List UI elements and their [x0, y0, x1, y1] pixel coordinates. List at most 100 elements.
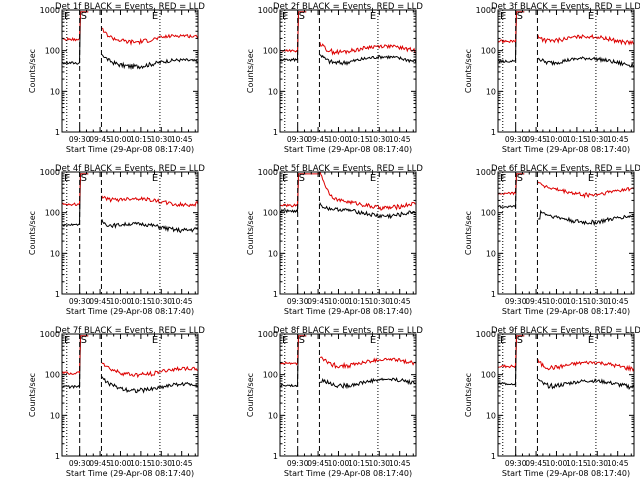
e-marker-label: E [588, 173, 594, 184]
x-tick-label: 09:45 [307, 135, 329, 144]
x-tick-label: 10:45 [389, 297, 411, 306]
y-tick-label: 100 [263, 47, 278, 56]
y-axis-label: Counts/sec [28, 49, 37, 93]
x-tick-label: 10:15 [566, 459, 588, 468]
s-marker-label: S [517, 173, 523, 184]
series-line-lld [280, 335, 416, 370]
x-axis-label: Start Time (29-Apr-08 08:17:40) [284, 307, 412, 316]
y-tick-label: 1 [55, 128, 60, 137]
x-tick-label: 09:30 [287, 459, 309, 468]
x-axis-label: Start Time (29-Apr-08 08:17:40) [66, 469, 194, 478]
x-tick-label: 10:30 [368, 297, 390, 306]
series-line-lld [498, 11, 634, 46]
y-axis-label: Counts/sec [246, 49, 255, 93]
plot-frame [61, 9, 199, 133]
y-tick-label: 1 [273, 452, 278, 461]
y-tick-label: 100 [263, 371, 278, 380]
s-marker-label: S [81, 173, 87, 184]
y-tick-label: 100 [481, 47, 496, 56]
e-marker-label: E [282, 11, 288, 22]
x-tick-label: 10:45 [171, 135, 193, 144]
x-tick-label: 10:30 [150, 297, 172, 306]
x-tick-label: 10:45 [171, 459, 193, 468]
s-marker-label: S [299, 11, 305, 22]
plot-frame [61, 171, 199, 295]
plot-area [280, 172, 416, 220]
s-marker-label: S [299, 335, 305, 346]
series-line-lld [62, 335, 198, 379]
y-tick-label: 100 [263, 209, 278, 218]
x-tick-label: 09:30 [69, 135, 91, 144]
y-tick-label: 10 [486, 87, 496, 96]
e-marker-label: E [152, 173, 158, 184]
x-axis-label: Start Time (29-Apr-08 08:17:40) [66, 307, 194, 316]
e-marker-label: E [152, 11, 158, 22]
y-tick-label: 1000 [40, 6, 60, 15]
x-tick-label: 10:30 [150, 459, 172, 468]
y-tick-label: 1 [491, 290, 496, 299]
e-marker-label: E [500, 11, 506, 22]
y-axis-label: Counts/sec [464, 49, 473, 93]
e-marker-label: E [282, 335, 288, 346]
x-tick-label: 09:30 [505, 135, 527, 144]
x-tick-label: 09:45 [89, 459, 111, 468]
plot-frame [279, 333, 417, 457]
y-tick-label: 1000 [40, 168, 60, 177]
y-tick-label: 100 [481, 371, 496, 380]
y-tick-label: 10 [50, 87, 60, 96]
y-axis-label: Counts/sec [28, 211, 37, 255]
y-tick-label: 1000 [476, 168, 496, 177]
e-marker-label: E [152, 335, 158, 346]
y-tick-label: 1000 [476, 6, 496, 15]
y-tick-label: 1000 [258, 6, 278, 15]
s-marker-label: S [299, 173, 305, 184]
x-tick-label: 10:00 [546, 459, 568, 468]
y-tick-label: 1000 [258, 330, 278, 339]
x-tick-label: 09:45 [525, 459, 547, 468]
x-tick-label: 10:15 [130, 297, 152, 306]
x-tick-label: 09:30 [69, 459, 91, 468]
y-tick-label: 1000 [258, 168, 278, 177]
x-tick-label: 09:45 [525, 135, 547, 144]
x-tick-label: 09:45 [89, 135, 111, 144]
x-tick-label: 09:30 [505, 459, 527, 468]
x-tick-label: 10:30 [368, 135, 390, 144]
y-tick-label: 1 [55, 290, 60, 299]
plot-frame [61, 333, 199, 457]
x-tick-label: 10:00 [328, 135, 350, 144]
x-tick-label: 10:30 [586, 459, 608, 468]
x-tick-label: 09:30 [287, 297, 309, 306]
plot-frame [279, 9, 417, 133]
x-tick-label: 09:45 [307, 297, 329, 306]
x-tick-label: 10:45 [389, 135, 411, 144]
chart-title: Det 1f BLACK = Events, RED = LLD [55, 2, 205, 12]
y-axis-label: Counts/sec [28, 373, 37, 417]
chart-title: Det 3f BLACK = Events, RED = LLD [491, 2, 640, 12]
x-tick-label: 10:45 [389, 459, 411, 468]
x-tick-label: 10:30 [150, 135, 172, 144]
s-marker-label: S [81, 335, 87, 346]
x-tick-label: 10:00 [110, 459, 132, 468]
y-tick-label: 100 [481, 209, 496, 218]
series-line-lld [280, 172, 416, 211]
y-axis-label: Counts/sec [464, 211, 473, 255]
y-tick-label: 100 [45, 209, 60, 218]
y-tick-label: 10 [268, 411, 278, 420]
x-tick-label: 09:30 [69, 297, 91, 306]
x-tick-label: 10:15 [566, 297, 588, 306]
x-tick-label: 10:00 [110, 135, 132, 144]
x-tick-label: 09:45 [525, 297, 547, 306]
x-tick-label: 09:30 [287, 135, 309, 144]
x-axis-label: Start Time (29-Apr-08 08:17:40) [502, 307, 630, 316]
x-tick-label: 10:15 [348, 135, 370, 144]
y-tick-label: 1 [55, 452, 60, 461]
e-marker-label: E [588, 335, 594, 346]
x-tick-label: 10:30 [368, 459, 390, 468]
chart-title: Det 9f BLACK = Events, RED = LLD [491, 326, 640, 336]
e-marker-label: E [282, 173, 288, 184]
plot-frame [279, 171, 417, 295]
